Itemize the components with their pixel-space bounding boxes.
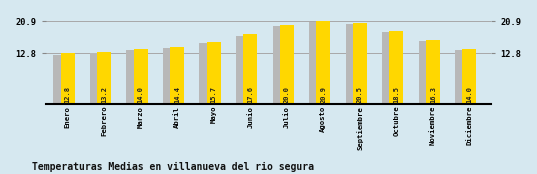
Bar: [243, 34, 257, 104]
Bar: [309, 22, 323, 104]
Text: 18.5: 18.5: [394, 86, 400, 103]
Text: 12.8: 12.8: [64, 86, 70, 103]
Text: 20.0: 20.0: [284, 86, 290, 103]
Text: 15.7: 15.7: [211, 86, 217, 103]
Bar: [455, 50, 469, 104]
Text: 20.5: 20.5: [357, 86, 363, 103]
Bar: [207, 42, 221, 104]
Text: 13.2: 13.2: [101, 86, 107, 103]
Bar: [134, 49, 148, 104]
Bar: [280, 25, 294, 104]
Bar: [126, 50, 140, 104]
Bar: [163, 48, 177, 104]
Bar: [389, 31, 403, 104]
Text: 16.3: 16.3: [430, 86, 436, 103]
Text: 20.9: 20.9: [320, 86, 326, 103]
Text: 14.0: 14.0: [137, 86, 143, 103]
Bar: [97, 52, 111, 104]
Bar: [426, 39, 440, 104]
Bar: [199, 43, 213, 104]
Bar: [419, 41, 432, 104]
Bar: [382, 32, 396, 104]
Bar: [236, 36, 250, 104]
Bar: [462, 49, 476, 104]
Bar: [316, 21, 330, 104]
Text: Temperaturas Medias en villanueva del rio segura: Temperaturas Medias en villanueva del ri…: [32, 162, 314, 172]
Bar: [170, 47, 184, 104]
Bar: [53, 55, 67, 104]
Bar: [90, 53, 104, 104]
Text: 14.4: 14.4: [174, 86, 180, 103]
Text: 17.6: 17.6: [247, 86, 253, 103]
Bar: [346, 24, 359, 104]
Bar: [272, 26, 286, 104]
Text: 14.0: 14.0: [467, 86, 473, 103]
Bar: [353, 23, 367, 104]
Bar: [61, 53, 75, 104]
